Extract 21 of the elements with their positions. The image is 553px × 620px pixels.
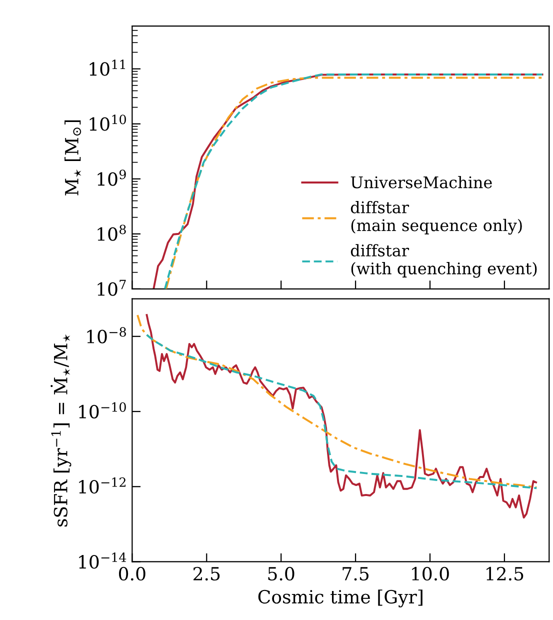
legend-label: diffstar (main sequence only) (350, 201, 522, 235)
line-series (146, 314, 537, 519)
y-tick-label: 10$^{10}$ (90, 114, 126, 131)
legend-label: UniverseMachine (350, 176, 492, 188)
x-tick-label: 5.0 (268, 566, 294, 581)
legend-label: diffstar (with quenching event) (350, 244, 537, 278)
y-tick-label: 10$^{8}$ (98, 224, 126, 241)
x-tick-label: 0.0 (119, 566, 146, 581)
y-axis-title: sSFR [yr$^{−1}$] = Ṁ$_{⋆}$/M$_{⋆}$ (50, 334, 72, 526)
y-tick-label: 10$^{−10}$ (79, 402, 126, 418)
x-tick-label: 10.0 (412, 566, 449, 581)
y-tick-label: 10$^{9}$ (98, 170, 126, 186)
y-tick-label: 10$^{7}$ (98, 280, 126, 296)
x-tick-label: 7.5 (342, 567, 369, 581)
x-tick-label: 2.5 (193, 566, 220, 581)
y-axis-title: M$_{⋆}$ [M$_{⊙}$] (64, 120, 82, 196)
y-tick-label: 10$^{11}$ (90, 60, 126, 76)
x-tick-label: 12.5 (486, 566, 524, 581)
x-axis-title: Cosmic time [Gyr] (258, 590, 422, 608)
y-tick-label: 10$^{−8}$ (87, 327, 126, 344)
y-tick-label: 10$^{−12}$ (79, 477, 126, 494)
